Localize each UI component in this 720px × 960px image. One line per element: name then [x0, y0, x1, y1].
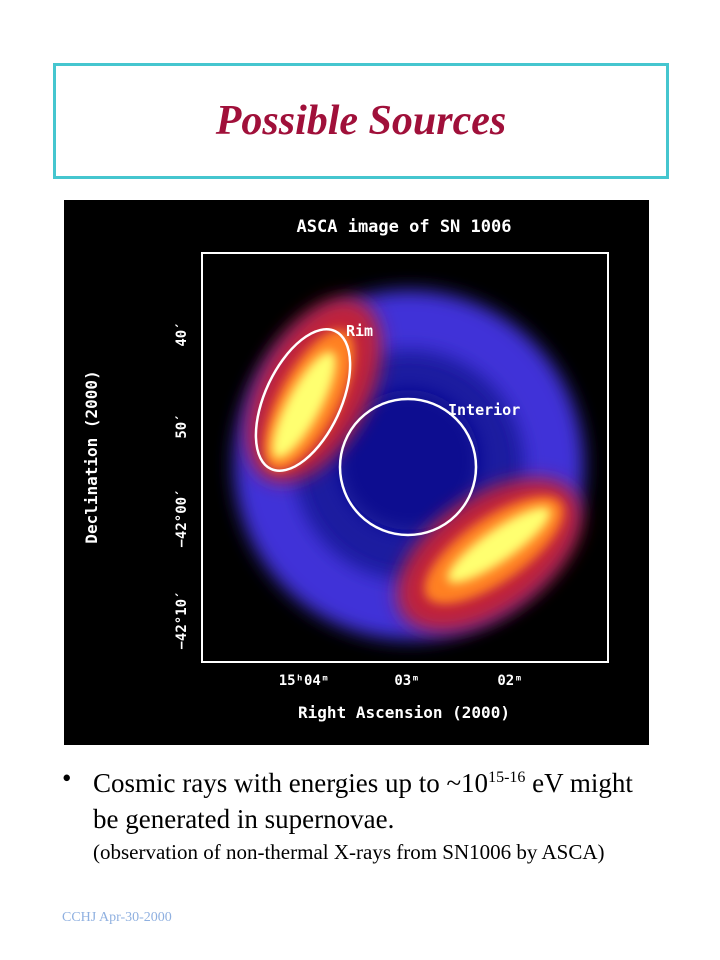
- title: Possible Sources: [215, 98, 507, 144]
- x-tick-label: 15ʰ04ᵐ: [279, 673, 330, 689]
- exponent: 15-16: [488, 769, 526, 786]
- note: (observation of non-thermal X-rays from …: [93, 840, 605, 864]
- rim-region: [254, 328, 352, 472]
- figure-title: ASCA image of SN 1006: [297, 217, 512, 237]
- x-tick-label: 02ᵐ: [497, 673, 522, 689]
- footer: CCHJ Apr-30-2000: [62, 910, 172, 925]
- bullet: • Cosmic rays with energies up to ~1015-…: [62, 760, 662, 865]
- text: Cosmic rays with energies up to ~10: [93, 768, 489, 798]
- interior-label: Interior: [448, 401, 520, 419]
- remnant: [234, 290, 584, 640]
- bullet-text: Cosmic rays with energies up to ~1015-16…: [93, 760, 662, 865]
- rim-label: Rim: [346, 322, 373, 340]
- title-box: Possible Sources: [53, 63, 669, 179]
- text: eV might be generated in supernovae.: [93, 768, 633, 834]
- y-tick-label: −42°00′: [174, 488, 190, 547]
- y-tick-label: 50′: [174, 413, 190, 438]
- x-axis-label: Right Ascension (2000): [298, 703, 510, 722]
- x-tick-label: 03ᵐ: [394, 673, 419, 689]
- plot-frame: [201, 252, 609, 663]
- y-tick-label: −42°10′: [174, 590, 190, 649]
- interior-region: [338, 397, 478, 537]
- bullet-dot: •: [62, 763, 72, 793]
- y-tick-label: 40′: [174, 321, 190, 346]
- asca-image: ASCA image of SN 1006 Rim Interior Right…: [64, 200, 649, 745]
- y-axis-label: Declination (2000): [82, 370, 101, 543]
